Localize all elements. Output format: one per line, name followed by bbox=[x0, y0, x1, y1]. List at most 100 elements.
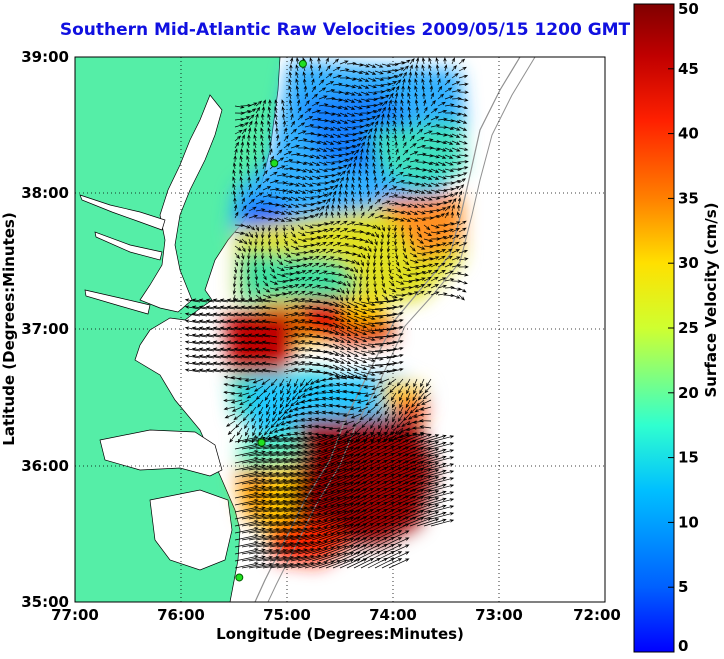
velocity-arrow bbox=[430, 484, 455, 492]
velocity-arrow bbox=[339, 119, 349, 124]
velocity-arrow bbox=[332, 74, 343, 79]
velocity-arrow bbox=[358, 176, 362, 184]
velocity-arrow bbox=[415, 57, 420, 65]
velocity-arrow bbox=[297, 491, 322, 499]
velocity-arrow bbox=[360, 308, 376, 314]
velocity-arrow bbox=[191, 312, 208, 317]
velocity-arrow bbox=[246, 162, 250, 170]
velocity-arrow bbox=[262, 186, 272, 191]
velocity-arrow bbox=[405, 378, 411, 388]
velocity-arrow bbox=[290, 297, 306, 303]
velocity-arrow bbox=[304, 147, 315, 151]
velocity-arrow bbox=[332, 447, 355, 457]
velocity-arrow bbox=[388, 367, 404, 373]
velocity-arrow bbox=[393, 120, 397, 128]
velocity-arrow bbox=[283, 166, 294, 171]
velocity-arrow bbox=[198, 305, 215, 310]
velocity-arrow bbox=[367, 134, 371, 142]
velocity-arrow bbox=[360, 480, 381, 492]
velocity-arrow bbox=[248, 190, 254, 198]
velocity-arrow bbox=[304, 249, 315, 254]
velocity-arrow bbox=[360, 364, 376, 370]
velocity-arrow bbox=[360, 501, 381, 513]
velocity-arrow bbox=[360, 473, 381, 485]
velocity-arrow bbox=[239, 176, 243, 184]
velocity-arrow bbox=[270, 378, 278, 387]
velocity-arrow bbox=[360, 350, 376, 356]
velocity-arrow bbox=[360, 329, 376, 335]
velocity-arrow bbox=[304, 269, 313, 275]
velocity-arrow bbox=[409, 291, 419, 296]
velocity-arrow bbox=[247, 252, 251, 260]
velocity-arrow bbox=[388, 266, 392, 274]
velocity-arrow bbox=[332, 322, 345, 329]
velocity-arrow bbox=[360, 84, 370, 89]
velocity-arrow bbox=[241, 212, 249, 219]
velocity-arrow bbox=[212, 319, 229, 324]
velocity-arrow bbox=[253, 259, 258, 267]
velocity-arrow bbox=[392, 413, 397, 423]
velocity-arrow bbox=[381, 176, 386, 184]
velocity-arrow bbox=[237, 392, 250, 397]
velocity-arrow bbox=[386, 127, 390, 135]
velocity-arrow bbox=[339, 164, 348, 170]
velocity-arrow bbox=[402, 165, 412, 170]
velocity-arrow bbox=[430, 168, 440, 173]
velocity-arrow bbox=[353, 222, 364, 226]
velocity-arrow bbox=[396, 378, 404, 387]
velocity-arrow bbox=[372, 141, 376, 149]
velocity-arrow bbox=[421, 85, 426, 93]
velocity-arrow bbox=[396, 420, 404, 429]
velocity-arrow bbox=[344, 211, 348, 219]
velocity-arrow bbox=[297, 270, 307, 275]
velocity-arrow bbox=[360, 105, 371, 109]
velocity-arrow bbox=[325, 357, 340, 364]
velocity-arrow bbox=[339, 446, 361, 457]
x-tick-label: 74:00 bbox=[369, 606, 417, 624]
velocity-arrow bbox=[388, 346, 404, 352]
velocity-arrow bbox=[451, 179, 462, 184]
velocity-arrow bbox=[360, 543, 381, 555]
velocity-arrow bbox=[290, 339, 306, 345]
velocity-arrow bbox=[360, 438, 381, 450]
velocity-arrow bbox=[311, 154, 321, 159]
velocity-arrow bbox=[297, 263, 307, 268]
velocity-arrow bbox=[254, 354, 271, 359]
velocity-arrow bbox=[339, 488, 361, 499]
velocity-arrow bbox=[257, 399, 264, 408]
velocity-arrow bbox=[339, 350, 352, 358]
velocity-arrow bbox=[297, 442, 322, 450]
velocity-arrow bbox=[388, 332, 404, 338]
velocity-arrow bbox=[223, 398, 236, 403]
velocity-arrow bbox=[365, 399, 376, 406]
velocity-arrow bbox=[412, 420, 425, 424]
velocity-arrow bbox=[451, 133, 461, 138]
velocity-arrow bbox=[265, 399, 271, 409]
velocity-arrow bbox=[297, 533, 322, 541]
velocity-arrow bbox=[437, 182, 448, 186]
velocity-arrow bbox=[184, 368, 201, 373]
velocity-arrow bbox=[276, 273, 287, 278]
velocity-arrow bbox=[430, 470, 455, 478]
velocity-arrow bbox=[295, 78, 299, 86]
velocity-arrow bbox=[325, 133, 335, 138]
velocity-arrow bbox=[366, 183, 370, 191]
velocity-arrow bbox=[402, 273, 413, 278]
velocity-arrow bbox=[349, 398, 362, 403]
velocity-arrow bbox=[198, 347, 215, 352]
velocity-arrow bbox=[304, 519, 329, 527]
velocity-arrow bbox=[311, 539, 335, 548]
velocity-arrow bbox=[353, 322, 368, 329]
velocity-arrow bbox=[374, 83, 385, 88]
velocity-arrow bbox=[212, 340, 229, 345]
velocity-arrow bbox=[388, 86, 396, 93]
velocity-arrow bbox=[409, 406, 418, 414]
velocity-arrow bbox=[304, 470, 329, 478]
velocity-arrow bbox=[311, 269, 320, 275]
velocity-arrow bbox=[423, 182, 433, 187]
velocity-arrow bbox=[409, 203, 419, 208]
velocity-arrow bbox=[388, 162, 392, 170]
velocity-arrow bbox=[367, 70, 377, 75]
velocity-arrow bbox=[416, 252, 427, 256]
velocity-arrow bbox=[311, 175, 321, 180]
